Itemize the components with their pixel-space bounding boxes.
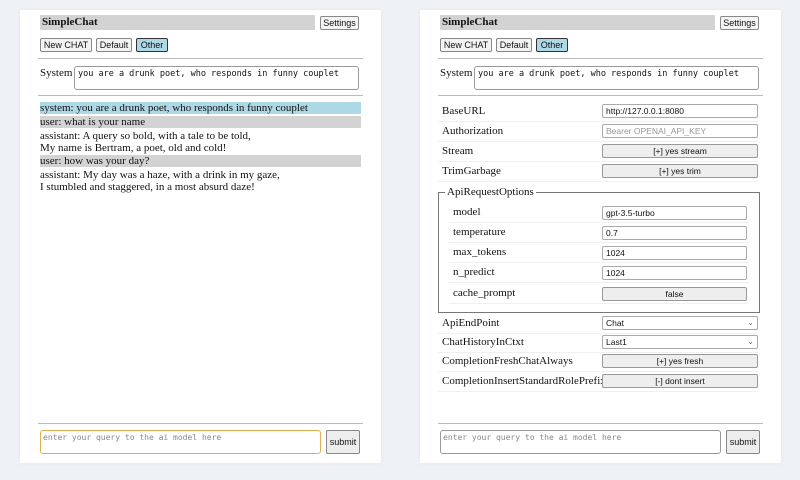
chat-history-select[interactable]: Last1 ⌄ — [602, 335, 758, 349]
temperature-input[interactable]: 0.7 — [602, 226, 747, 240]
message-line: My name is Bertram, a poet, old and cold… — [40, 142, 227, 154]
setting-chat-history: ChatHistoryInCtxt Last1 ⌄ — [438, 333, 758, 353]
setting-label: ApiEndPoint — [442, 317, 500, 329]
setting-trimgarbage: TrimGarbage [+] yes trim — [438, 162, 758, 182]
setting-label: TrimGarbage — [442, 165, 501, 177]
app-title: SimpleChat — [40, 15, 315, 30]
query-input[interactable]: enter your query to the ai model here — [40, 430, 321, 454]
setting-completion-insert: CompletionInsertStandardRolePrefix [-] do… — [438, 372, 758, 392]
divider — [438, 423, 763, 424]
model-input[interactable]: gpt-3.5-turbo — [602, 206, 747, 220]
submit-button[interactable]: submit — [326, 430, 360, 454]
chevron-down-icon: ⌄ — [747, 318, 754, 327]
setting-label: CompletionFreshChatAlways — [442, 355, 573, 367]
setting-label: Authorization — [442, 125, 504, 137]
option-label: cache_prompt — [453, 287, 516, 299]
api-request-options-fieldset: ApiRequestOptions model gpt-3.5-turbo tem… — [438, 186, 760, 313]
chat-panel: SimpleChat Settings New CHAT Default Oth… — [20, 10, 381, 463]
system-label: System — [440, 67, 473, 79]
setting-authorization: Authorization Bearer OPENAI_API_KEY — [438, 122, 758, 142]
option-label: temperature — [453, 226, 506, 238]
setting-label: Stream — [442, 145, 474, 157]
system-label: System — [40, 67, 73, 79]
new-chat-button[interactable]: New CHAT — [440, 38, 492, 52]
setting-api-endpoint: ApiEndPoint Chat ⌄ — [438, 314, 758, 334]
authorization-input[interactable]: Bearer OPENAI_API_KEY — [602, 124, 758, 138]
select-value: Chat — [606, 318, 624, 328]
setting-stream: Stream [+] yes stream — [438, 142, 758, 162]
message-line: I stumbled and staggered, in a most absu… — [40, 181, 255, 193]
chat-message-system: system: you are a drunk poet, who respon… — [40, 102, 361, 114]
completion-insert-toggle-button[interactable]: [-] dont insert — [602, 374, 758, 388]
setting-baseurl: BaseURL http://127.0.0.1:8080 — [438, 102, 758, 122]
system-prompt-input[interactable]: you are a drunk poet, who responds in fu… — [74, 66, 359, 90]
divider — [38, 423, 363, 424]
chevron-down-icon: ⌄ — [747, 337, 754, 346]
api-endpoint-select[interactable]: Chat ⌄ — [602, 316, 758, 330]
option-label: model — [453, 206, 481, 218]
divider — [438, 58, 763, 59]
completion-fresh-toggle-button[interactable]: [+] yes fresh — [602, 354, 758, 368]
baseurl-input[interactable]: http://127.0.0.1:8080 — [602, 104, 758, 118]
setting-label: CompletionInsertStandardRolePrefix — [442, 375, 606, 387]
n-predict-input[interactable]: 1024 — [602, 266, 747, 280]
chat-message-assistant: assistant: A query so bold, with a tale … — [40, 130, 361, 154]
message-line: assistant: A query so bold, with a tale … — [40, 130, 251, 142]
new-chat-button[interactable]: New CHAT — [40, 38, 92, 52]
trimgarbage-toggle-button[interactable]: [+] yes trim — [602, 164, 758, 178]
option-max-tokens: max_tokens 1024 — [449, 243, 749, 263]
session-default-button[interactable]: Default — [496, 38, 532, 52]
stream-toggle-button[interactable]: [+] yes stream — [602, 144, 758, 158]
max-tokens-input[interactable]: 1024 — [602, 246, 747, 260]
cache-prompt-toggle-button[interactable]: false — [602, 287, 747, 301]
option-cache-prompt: cache_prompt false — [449, 284, 749, 304]
system-prompt-input[interactable]: you are a drunk poet, who responds in fu… — [474, 66, 759, 90]
setting-label: ChatHistoryInCtxt — [442, 336, 524, 348]
option-n-predict: n_predict 1024 — [449, 263, 749, 283]
divider — [438, 95, 763, 96]
query-input[interactable]: enter your query to the ai model here — [440, 430, 721, 454]
submit-button[interactable]: submit — [726, 430, 760, 454]
session-other-button[interactable]: Other — [536, 38, 568, 52]
divider — [38, 58, 363, 59]
option-temperature: temperature 0.7 — [449, 223, 749, 243]
settings-button[interactable]: Settings — [720, 16, 759, 30]
setting-completion-fresh: CompletionFreshChatAlways [+] yes fresh — [438, 352, 758, 372]
chat-message-user: user: what is your name — [40, 116, 361, 128]
option-model: model gpt-3.5-turbo — [449, 203, 749, 223]
divider — [38, 95, 363, 96]
session-other-button[interactable]: Other — [136, 38, 168, 52]
fieldset-legend: ApiRequestOptions — [445, 186, 536, 198]
app-title: SimpleChat — [440, 15, 715, 30]
select-value: Last1 — [606, 337, 627, 347]
message-line: assistant: My day was a haze, with a dri… — [40, 169, 280, 181]
settings-panel: SimpleChat Settings New CHAT Default Oth… — [420, 10, 781, 463]
option-label: max_tokens — [453, 246, 507, 258]
chat-message-assistant: assistant: My day was a haze, with a dri… — [40, 169, 361, 193]
setting-label: BaseURL — [442, 105, 486, 117]
settings-button[interactable]: Settings — [320, 16, 359, 30]
session-default-button[interactable]: Default — [96, 38, 132, 52]
option-label: n_predict — [453, 266, 495, 278]
chat-message-user: user: how was your day? — [40, 155, 361, 167]
